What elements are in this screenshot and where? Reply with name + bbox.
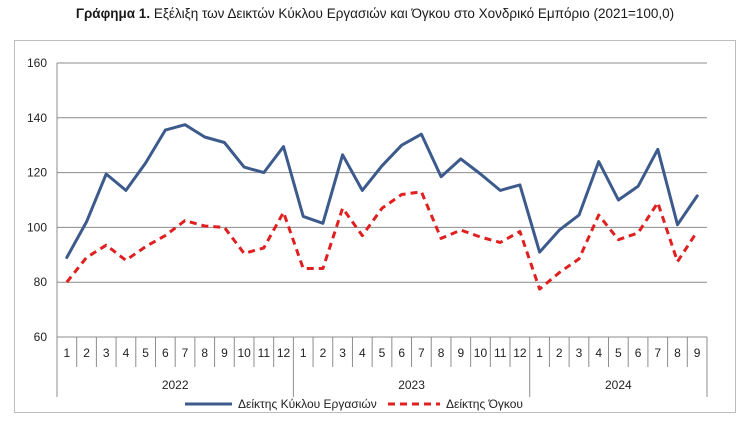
x-tick-label: 3 [576, 346, 583, 360]
x-tick-label: 11 [494, 346, 507, 360]
x-tick-label: 8 [674, 346, 681, 360]
x-tick-label: 4 [123, 346, 130, 360]
x-tick-label: 7 [418, 346, 425, 360]
x-tick-label: 3 [103, 346, 110, 360]
x-tick-label: 6 [635, 346, 642, 360]
year-label: 2024 [605, 378, 632, 392]
y-tick-label: 100 [27, 220, 47, 234]
x-tick-label: 10 [237, 346, 251, 360]
x-tick-label: 11 [258, 346, 271, 360]
series-line-turnover [65, 123, 699, 259]
x-tick-label: 12 [513, 346, 527, 360]
series-line-volume [65, 190, 699, 291]
x-tick-label: 6 [162, 346, 169, 360]
chart-frame [14, 40, 736, 413]
x-tick-label: 8 [201, 346, 208, 360]
x-tick-label: 4 [595, 346, 602, 360]
x-tick-label: 3 [339, 346, 346, 360]
x-tick-label: 2 [556, 346, 563, 360]
x-tick-label: 8 [438, 346, 445, 360]
legend-label: Δείκτης Όγκου [446, 397, 523, 411]
x-tick-label: 2 [320, 346, 327, 360]
x-tick-label: 1 [536, 346, 543, 360]
year-label: 2022 [162, 378, 189, 392]
chart-title-label: Γράφημα 1. [75, 6, 151, 21]
x-tick-label: 2 [83, 346, 90, 360]
x-tick-label: 9 [694, 346, 701, 360]
x-tick-label: 12 [277, 346, 291, 360]
y-tick-label: 120 [27, 166, 47, 180]
x-tick-label: 5 [142, 346, 149, 360]
x-tick-label: 1 [300, 346, 307, 360]
x-tick-label: 5 [379, 346, 386, 360]
y-tick-label: 160 [27, 56, 47, 70]
x-tick-label: 4 [359, 346, 366, 360]
x-tick-label: 9 [221, 346, 228, 360]
x-tick-label: 6 [398, 346, 405, 360]
legend-label: Δείκτης Κύκλου Εργασιών [238, 397, 377, 411]
chart-title-text: Εξέλιξη των Δεικτών Κύκλου Εργασιών και … [153, 6, 675, 21]
x-tick-label: 9 [457, 346, 464, 360]
chart-title: Γράφημα 1. Εξέλιξη των Δεικτών Κύκλου Ερ… [0, 6, 750, 21]
y-tick-label: 60 [34, 330, 48, 344]
x-tick-label: 7 [654, 346, 661, 360]
y-tick-label: 140 [27, 111, 47, 125]
x-tick-label: 1 [64, 346, 71, 360]
year-label: 2023 [398, 378, 425, 392]
x-tick-label: 10 [474, 346, 488, 360]
x-tick-label: 5 [615, 346, 622, 360]
y-tick-label: 80 [34, 275, 48, 289]
x-tick-label: 7 [182, 346, 189, 360]
